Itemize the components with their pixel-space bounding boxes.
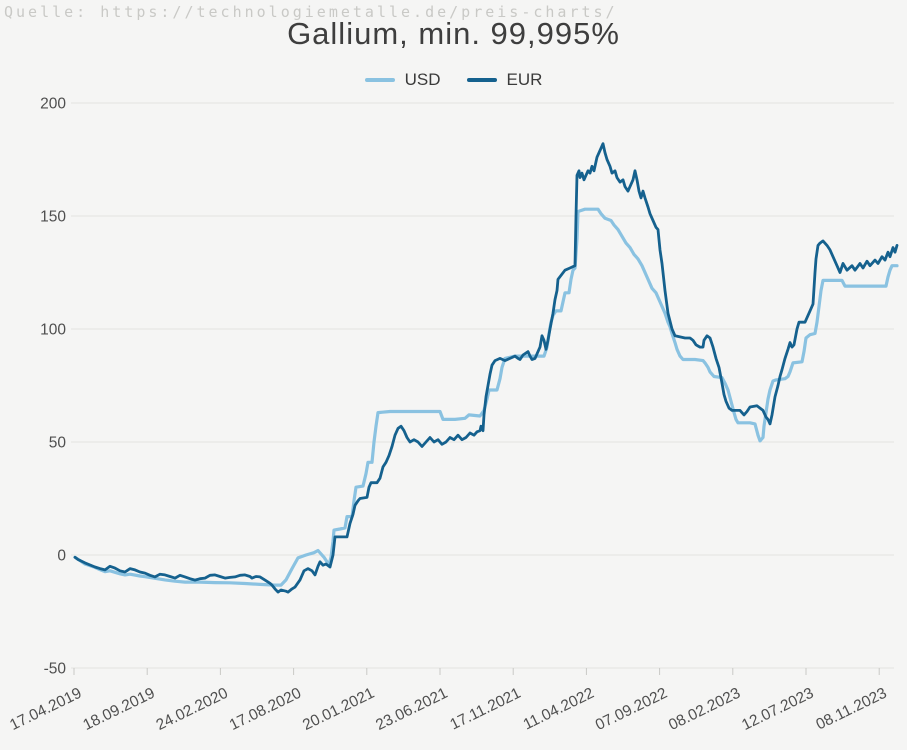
x-tick-label: 07.09.2022: [593, 685, 670, 734]
x-tick-label: 08.11.2023: [813, 685, 889, 734]
chart-legend: USD EUR: [0, 70, 907, 90]
y-tick-label: 200: [40, 96, 66, 113]
series-line-eur: [73, 142, 899, 594]
x-tick-label: 17.11.2021: [447, 685, 523, 734]
series-line-usd: [73, 207, 899, 587]
x-tick-label: 20.01.2021: [300, 685, 377, 734]
legend-item-eur[interactable]: EUR: [466, 70, 543, 90]
legend-label-usd: USD: [404, 70, 441, 89]
source-url: Quelle: https://technologiemetalle.de/pr…: [4, 3, 618, 21]
x-tick-label: 23.06.2021: [373, 685, 450, 734]
y-tick-label: 150: [40, 209, 66, 226]
x-tick-label: 17.08.2020: [227, 685, 305, 734]
x-tick-label: 18.09.2019: [80, 685, 157, 734]
y-tick-label: -50: [44, 661, 67, 678]
y-tick-label: 50: [49, 435, 67, 452]
legend-swatch-usd: [364, 78, 395, 82]
x-tick-label: 08.02.2023: [666, 685, 743, 734]
chart-title: Gallium, min. 99,995%: [287, 16, 620, 51]
x-tick-label: 24.02.2020: [154, 685, 232, 734]
legend-swatch-eur: [466, 78, 497, 82]
legend-label-eur: EUR: [506, 70, 543, 89]
legend-item-usd[interactable]: USD: [364, 70, 441, 90]
x-tick-label: 12.07.2023: [739, 685, 816, 734]
y-tick-label: 100: [40, 322, 66, 339]
y-tick-label: 0: [57, 548, 66, 565]
x-tick-label: 11.04.2022: [521, 685, 597, 734]
x-tick-label: 17.04.2019: [7, 685, 84, 734]
